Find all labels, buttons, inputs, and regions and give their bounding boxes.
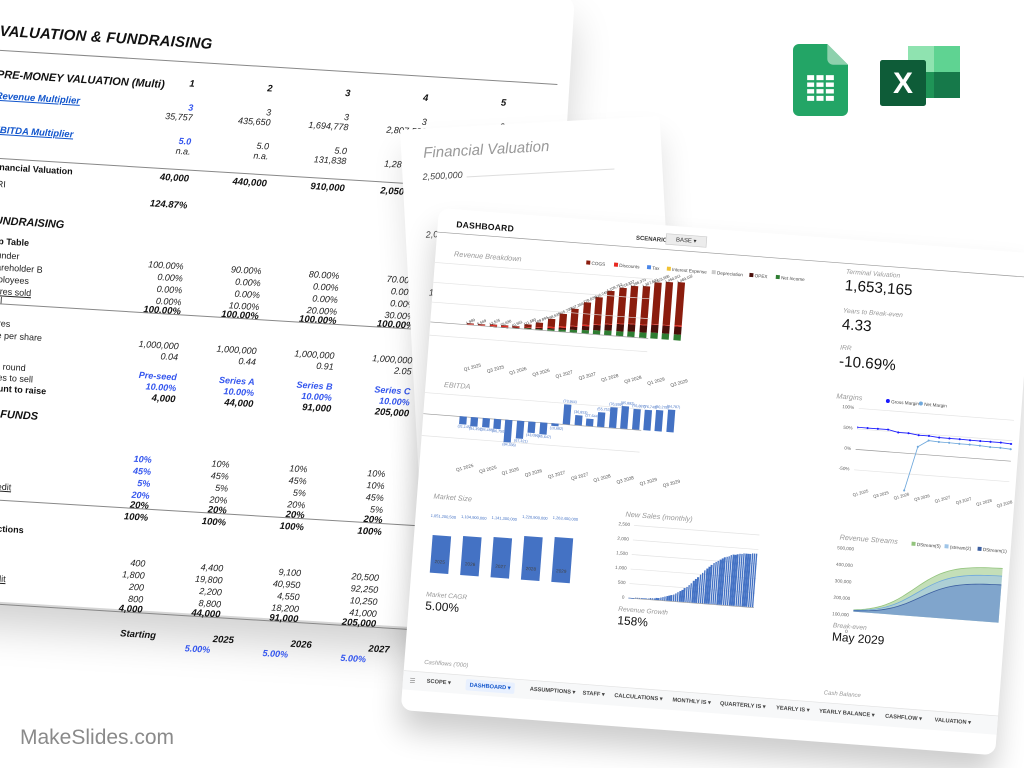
svg-text:X: X <box>893 67 913 100</box>
